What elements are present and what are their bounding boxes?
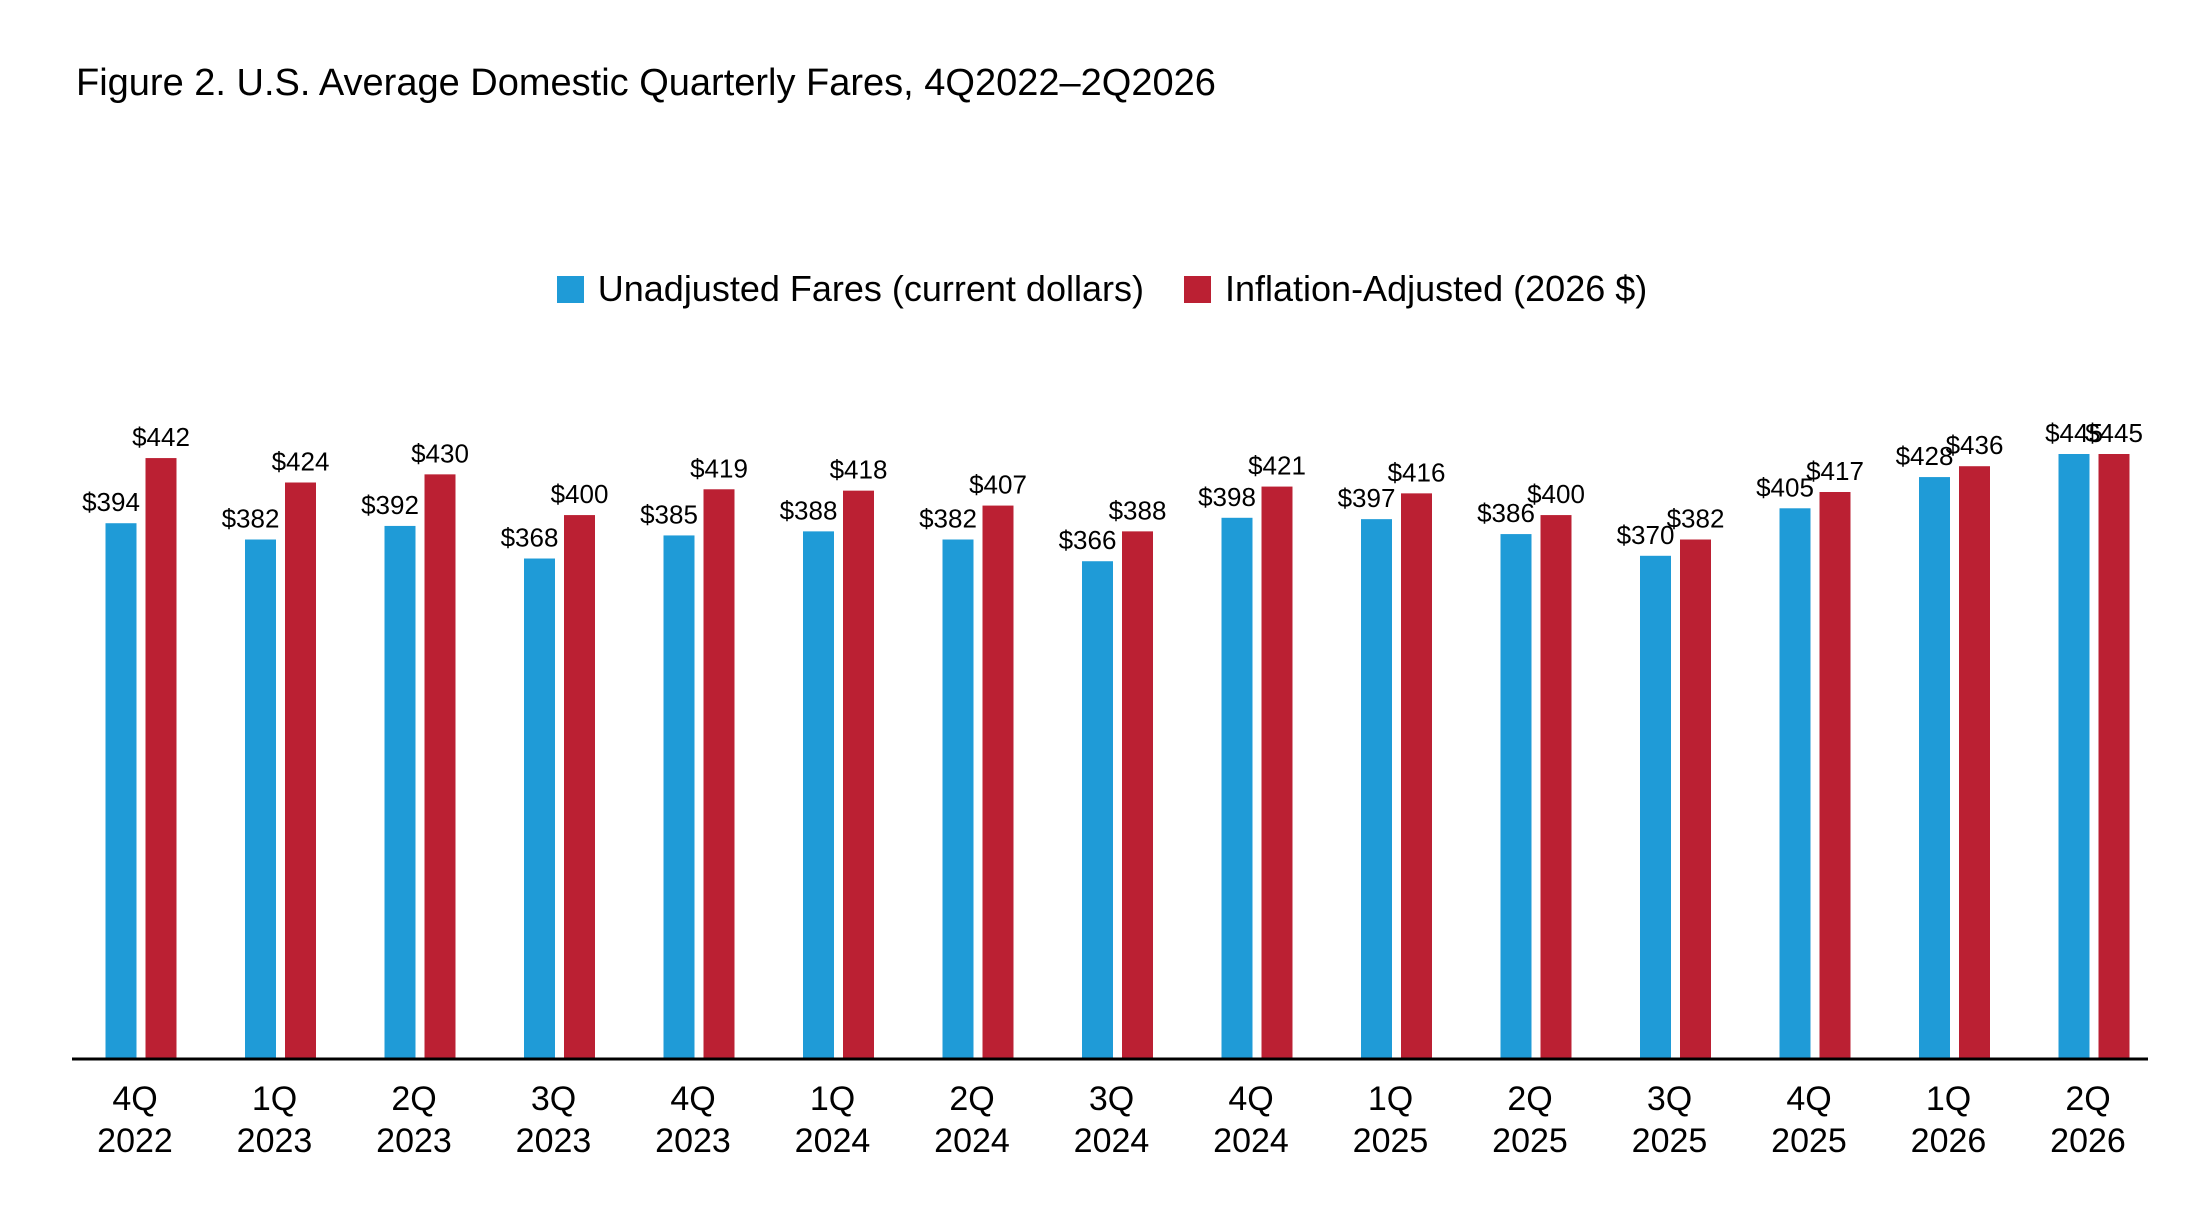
bar-adjusted-8	[1261, 486, 1293, 1058]
data-label-adjusted-11: $382	[1667, 504, 1725, 534]
chart-legend: Unadjusted Fares (current dollars) Infla…	[0, 268, 2204, 310]
x-tick-label-3-0: 3Q	[531, 1080, 576, 1118]
data-label-unadjusted-12: $405	[1756, 472, 1814, 502]
x-tick-label-2-0: 2Q	[391, 1080, 436, 1118]
bar-adjusted-0	[145, 458, 177, 1058]
bar-unadjusted-12	[1779, 508, 1811, 1059]
x-tick-label-12-0: 4Q	[1786, 1080, 1831, 1118]
bar-unadjusted-6	[942, 539, 974, 1058]
bar-unadjusted-9	[1361, 519, 1392, 1058]
x-tick-label-7-1: 2024	[1074, 1122, 1150, 1160]
x-tick-label-6-1: 2024	[934, 1122, 1010, 1160]
bar-adjusted-4	[703, 489, 735, 1058]
legend-swatch-unadjusted	[556, 275, 584, 303]
data-label-adjusted-12: $417	[1806, 456, 1864, 486]
x-tick-label-8-1: 2024	[1213, 1122, 1289, 1160]
bar-adjusted-7	[1122, 531, 1153, 1058]
bar-adjusted-3	[564, 515, 595, 1058]
x-tick-label-2-1: 2023	[376, 1122, 452, 1160]
bar-unadjusted-2	[384, 525, 416, 1058]
data-label-unadjusted-11: $370	[1617, 520, 1675, 550]
x-tick-label-13-0: 1Q	[1926, 1080, 1971, 1118]
data-label-adjusted-0: $442	[132, 422, 190, 452]
data-label-adjusted-1: $424	[272, 447, 330, 477]
bar-adjusted-5	[843, 490, 874, 1058]
bar-adjusted-2	[424, 474, 456, 1058]
x-tick-label-7-0: 3Q	[1089, 1080, 1134, 1118]
x-tick-label-3-1: 2023	[516, 1122, 592, 1160]
x-tick-label-10-0: 2Q	[1507, 1080, 1552, 1118]
bar-adjusted-12	[1819, 492, 1851, 1058]
bar-unadjusted-11	[1640, 555, 1671, 1058]
bar-unadjusted-7	[1082, 561, 1113, 1058]
bar-unadjusted-4	[663, 535, 695, 1058]
data-label-unadjusted-9: $397	[1338, 483, 1396, 513]
bar-adjusted-13	[1959, 466, 1990, 1059]
x-tick-label-1-1: 2023	[237, 1122, 313, 1160]
data-label-adjusted-4: $419	[690, 453, 748, 483]
data-label-adjusted-9: $416	[1388, 457, 1446, 487]
chart-title: Figure 2. U.S. Average Domestic Quarterl…	[76, 62, 1216, 104]
data-label-unadjusted-4: $385	[640, 499, 698, 529]
bar-unadjusted-14	[2058, 454, 2090, 1058]
data-label-adjusted-7: $388	[1109, 495, 1167, 525]
x-tick-label-5-0: 1Q	[810, 1080, 855, 1118]
x-tick-label-11-0: 3Q	[1647, 1080, 1692, 1118]
x-tick-label-13-1: 2026	[1911, 1122, 1987, 1160]
bar-unadjusted-3	[524, 558, 555, 1058]
data-label-adjusted-2: $430	[411, 438, 469, 468]
data-label-unadjusted-2: $392	[361, 490, 419, 520]
x-tick-label-0-1: 2022	[97, 1122, 173, 1160]
x-tick-label-1-0: 1Q	[252, 1080, 297, 1118]
x-tick-label-0-0: 4Q	[112, 1080, 157, 1118]
legend-item-unadjusted: Unadjusted Fares (current dollars)	[556, 268, 1144, 310]
data-label-unadjusted-1: $382	[222, 504, 280, 534]
bar-unadjusted-10	[1500, 534, 1532, 1058]
data-label-unadjusted-6: $382	[919, 504, 977, 534]
bar-unadjusted-0	[105, 523, 137, 1058]
bar-adjusted-14	[2098, 454, 2130, 1058]
data-label-unadjusted-5: $388	[780, 495, 838, 525]
x-tick-label-14-1: 2026	[2050, 1122, 2126, 1160]
x-tick-label-12-1: 2025	[1771, 1122, 1847, 1160]
x-tick-label-8-0: 4Q	[1228, 1080, 1273, 1118]
legend-swatch-adjusted	[1183, 275, 1211, 303]
legend-label-unadjusted: Unadjusted Fares (current dollars)	[597, 268, 1144, 309]
bar-adjusted-10	[1540, 515, 1572, 1058]
legend-label-adjusted: Inflation-Adjusted (2026 $)	[1224, 268, 1648, 309]
x-tick-label-10-1: 2025	[1492, 1122, 1568, 1160]
x-tick-label-14-0: 2Q	[2065, 1080, 2110, 1118]
data-label-unadjusted-7: $366	[1059, 525, 1117, 555]
data-label-adjusted-14: $445	[2085, 418, 2143, 448]
data-label-adjusted-6: $407	[969, 470, 1027, 500]
data-label-unadjusted-8: $398	[1198, 482, 1256, 512]
bar-adjusted-1	[285, 482, 316, 1058]
bar-adjusted-6	[982, 505, 1014, 1058]
data-label-unadjusted-14: $445	[2045, 418, 2103, 448]
data-label-unadjusted-10: $386	[1477, 498, 1535, 528]
bar-unadjusted-13	[1919, 477, 1950, 1058]
bar-adjusted-11	[1680, 539, 1711, 1058]
x-tick-label-4-1: 2023	[655, 1122, 731, 1160]
data-label-adjusted-10: $400	[1527, 479, 1585, 509]
data-label-adjusted-3: $400	[551, 479, 609, 509]
x-tick-label-4-0: 4Q	[670, 1080, 715, 1118]
x-tick-label-5-1: 2024	[795, 1122, 871, 1160]
bar-unadjusted-1	[245, 539, 276, 1058]
data-label-unadjusted-0: $394	[82, 487, 140, 517]
bar-unadjusted-8	[1221, 517, 1253, 1058]
x-tick-label-11-1: 2025	[1632, 1122, 1708, 1160]
x-tick-label-9-1: 2025	[1353, 1122, 1429, 1160]
data-label-adjusted-8: $421	[1248, 451, 1306, 481]
x-tick-label-6-0: 2Q	[949, 1080, 994, 1118]
bar-adjusted-9	[1401, 493, 1432, 1058]
bar-unadjusted-5	[803, 531, 834, 1058]
data-label-adjusted-13: $436	[1946, 430, 2004, 460]
legend-item-adjusted: Inflation-Adjusted (2026 $)	[1183, 268, 1648, 310]
data-label-adjusted-5: $418	[830, 455, 888, 485]
data-label-unadjusted-3: $368	[501, 523, 559, 553]
data-label-unadjusted-13: $428	[1896, 441, 1954, 471]
x-tick-label-9-0: 1Q	[1368, 1080, 1413, 1118]
